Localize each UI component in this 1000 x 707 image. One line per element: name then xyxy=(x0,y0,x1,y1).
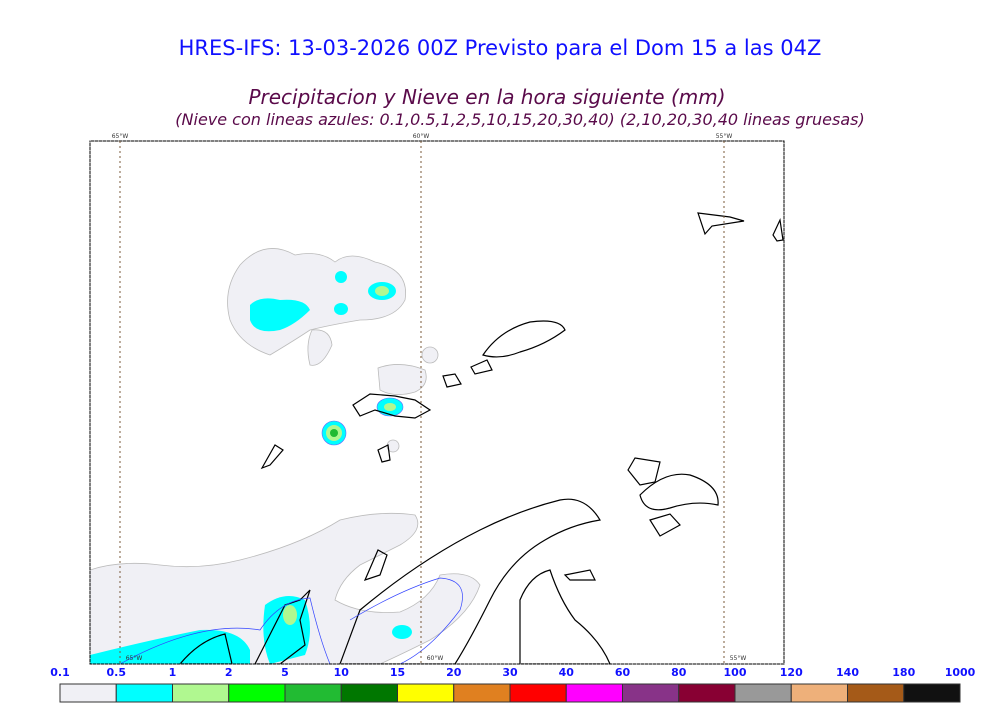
colorbar-label: 20 xyxy=(446,666,462,679)
lon-label-bottom: 60°W xyxy=(426,655,444,662)
precip-area xyxy=(250,298,310,332)
lon-label-top: 55°W xyxy=(715,133,733,140)
colorbar-label: 120 xyxy=(779,666,803,679)
colorbar-label: 1 xyxy=(168,666,177,679)
precip-area xyxy=(90,629,250,664)
precip-area xyxy=(90,512,481,664)
forecast-title: HRES-IFS: 13-03-2026 00Z Previsto para e… xyxy=(178,36,822,60)
colorbar-swatch xyxy=(59,683,117,703)
colorbar-swatch xyxy=(509,683,567,703)
precip-area xyxy=(335,271,347,283)
snow-contours xyxy=(119,577,463,664)
meridian-lines xyxy=(119,141,725,664)
colorbar-label: 2 xyxy=(224,666,233,679)
precip-area xyxy=(377,364,427,395)
precip-area xyxy=(384,403,396,411)
colorbar-swatch xyxy=(622,683,680,703)
colorbar-label: 80 xyxy=(671,666,687,679)
lon-label-top: 65°W xyxy=(111,133,129,140)
colorbar-label: 40 xyxy=(558,666,574,679)
chart-subtitle: Precipitacion y Nieve en la hora siguien… xyxy=(248,85,726,109)
colorbar-label: 30 xyxy=(502,666,518,679)
colorbar-label: 180 xyxy=(892,666,916,679)
colorbar-swatch xyxy=(678,683,736,703)
colorbar-label: 140 xyxy=(836,666,859,679)
snow-note: (Nieve con lineas azules: 0.1,0.5,1,2,5,… xyxy=(175,110,865,129)
colorbar-swatch xyxy=(340,683,398,703)
colorbar-swatch xyxy=(284,683,342,703)
colorbar-swatch xyxy=(903,683,961,703)
colorbar-swatch xyxy=(172,683,230,703)
colorbar-label: 0.5 xyxy=(106,666,127,679)
colorbar-label: 0.1 xyxy=(50,666,70,679)
colorbar-label: 60 xyxy=(614,666,631,679)
lon-label-bottom: 65°W xyxy=(125,655,143,662)
colorbar-label: 5 xyxy=(281,666,289,679)
lon-label-bottom: 55°W xyxy=(729,655,747,662)
colorbar-swatch xyxy=(228,683,286,703)
precip-area xyxy=(375,286,389,296)
precip-area xyxy=(307,329,333,366)
colorbar-label: 100 xyxy=(723,666,747,679)
colorbar-swatch xyxy=(453,683,511,703)
colorbar-swatch xyxy=(115,683,173,703)
colorbar-swatch xyxy=(847,683,905,703)
colorbar-label: 15 xyxy=(389,666,406,679)
precip-area xyxy=(330,429,338,437)
colorbar-swatch xyxy=(734,683,792,703)
colorbar xyxy=(59,683,961,703)
lon-label-top: 60°W xyxy=(412,133,430,140)
colorbar-label: 1000 xyxy=(944,666,976,679)
colorbar-swatch xyxy=(397,683,455,703)
precip-area xyxy=(334,303,348,315)
precip-area xyxy=(421,346,439,364)
precip-area xyxy=(263,596,310,664)
colorbar-swatch xyxy=(565,683,623,703)
precip-area xyxy=(392,625,412,639)
precip-area xyxy=(283,605,297,625)
colorbar-swatch xyxy=(790,683,848,703)
colorbar-label: 10 xyxy=(333,666,349,679)
